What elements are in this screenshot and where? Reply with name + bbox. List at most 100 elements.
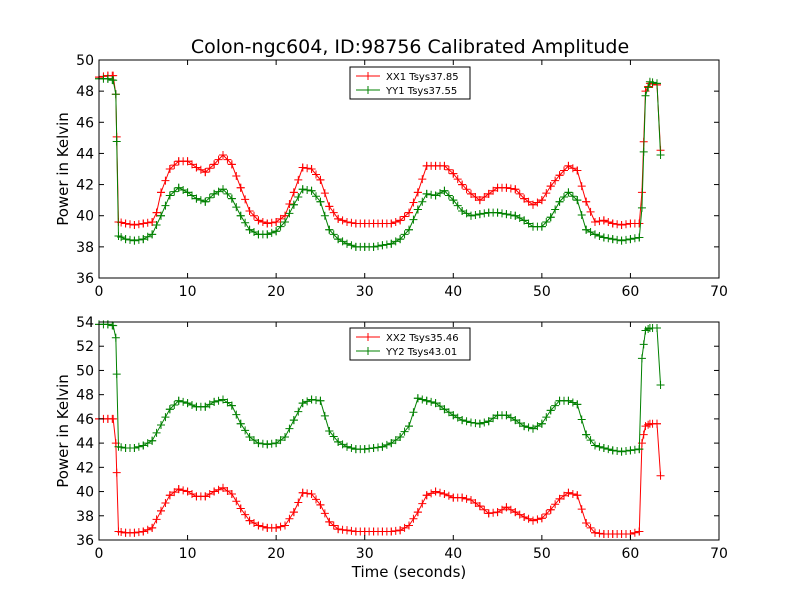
data-point-marker bbox=[347, 526, 356, 535]
data-point-marker bbox=[285, 424, 294, 433]
data-point-marker bbox=[427, 489, 436, 498]
data-point-marker bbox=[595, 442, 604, 451]
data-point-marker bbox=[338, 525, 347, 534]
y-tick-label: 46 bbox=[76, 115, 94, 131]
data-point-marker bbox=[637, 203, 646, 212]
data-point-marker bbox=[188, 160, 196, 169]
y-tick-label: 40 bbox=[76, 209, 94, 225]
data-point-marker bbox=[338, 216, 347, 225]
data-point-marker bbox=[188, 191, 196, 200]
y-tick-label: 38 bbox=[76, 509, 94, 525]
data-point-marker bbox=[396, 235, 405, 244]
data-point-marker bbox=[591, 441, 599, 450]
data-point-marker bbox=[329, 230, 338, 239]
data-point-marker bbox=[480, 418, 489, 427]
data-point-marker bbox=[307, 165, 316, 173]
data-point-marker bbox=[400, 523, 409, 532]
data-point-marker bbox=[458, 180, 467, 189]
data-point-marker bbox=[645, 77, 654, 86]
data-point-marker bbox=[369, 242, 378, 251]
data-point-marker bbox=[582, 197, 591, 206]
data-point-marker bbox=[303, 397, 312, 406]
data-point-marker bbox=[143, 218, 152, 227]
data-point-marker bbox=[396, 526, 405, 535]
axes-frame bbox=[98, 321, 720, 541]
data-point-marker bbox=[653, 419, 661, 428]
data-point-marker bbox=[635, 527, 644, 536]
data-point-marker bbox=[351, 219, 360, 228]
data-point-marker bbox=[431, 487, 440, 496]
data-point-marker bbox=[334, 437, 343, 446]
data-point-marker bbox=[396, 216, 405, 225]
data-point-marker bbox=[387, 527, 396, 536]
data-point-marker bbox=[626, 219, 635, 228]
data-point-marker bbox=[440, 161, 449, 170]
data-point-marker bbox=[449, 169, 458, 178]
data-point-marker bbox=[250, 211, 258, 220]
data-point-marker bbox=[179, 397, 188, 406]
data-point-marker bbox=[250, 228, 258, 237]
data-point-marker bbox=[307, 186, 316, 195]
x-tick-label: 50 bbox=[533, 546, 551, 562]
data-point-marker bbox=[139, 219, 148, 228]
data-point-marker bbox=[254, 439, 263, 448]
data-point-marker bbox=[263, 523, 272, 532]
x-tick-label: 30 bbox=[356, 546, 374, 562]
data-point-marker bbox=[645, 419, 654, 428]
data-point-marker bbox=[462, 494, 471, 503]
data-point-marker bbox=[174, 485, 183, 494]
data-point-marker bbox=[325, 202, 334, 211]
data-point-marker bbox=[232, 497, 241, 506]
data-point-marker bbox=[498, 209, 506, 218]
data-point-marker bbox=[595, 529, 604, 538]
data-point-marker bbox=[205, 400, 214, 409]
data-point-marker bbox=[520, 512, 529, 521]
data-point-marker bbox=[143, 232, 152, 241]
data-point-marker bbox=[219, 483, 227, 492]
data-point-marker bbox=[524, 219, 533, 228]
data-point-marker bbox=[471, 210, 480, 219]
data-point-marker bbox=[114, 442, 123, 451]
data-point-marker bbox=[475, 419, 484, 428]
data-point-marker bbox=[515, 419, 524, 428]
data-point-marker bbox=[418, 175, 427, 184]
data-point-marker bbox=[152, 208, 161, 217]
data-point-marker bbox=[405, 521, 413, 530]
data-point-marker bbox=[329, 208, 338, 217]
data-point-marker bbox=[653, 79, 661, 88]
legend-box bbox=[349, 66, 471, 100]
data-point-marker bbox=[453, 413, 462, 422]
data-point-marker bbox=[174, 183, 183, 192]
data-point-marker bbox=[312, 170, 320, 179]
data-point-marker bbox=[413, 205, 422, 214]
data-point-marker bbox=[170, 187, 179, 196]
data-point-marker bbox=[148, 523, 157, 532]
data-point-marker bbox=[436, 402, 444, 411]
data-point-marker bbox=[347, 241, 356, 250]
data-point-marker bbox=[351, 445, 360, 454]
data-point-marker bbox=[564, 188, 573, 197]
data-point-marker bbox=[546, 505, 555, 514]
data-point-marker bbox=[294, 498, 303, 507]
data-point-marker bbox=[537, 196, 546, 205]
data-point-marker bbox=[360, 527, 369, 536]
data-point-marker bbox=[157, 188, 165, 197]
y-tick-label: 36 bbox=[76, 533, 94, 549]
data-point-marker bbox=[312, 192, 320, 201]
data-point-marker bbox=[568, 489, 577, 498]
data-point-marker bbox=[307, 489, 316, 498]
series-2 bbox=[95, 320, 665, 456]
data-point-marker bbox=[214, 155, 223, 164]
data-point-marker bbox=[568, 192, 577, 201]
data-point-marker bbox=[258, 522, 267, 531]
x-tick-label: 20 bbox=[267, 284, 285, 300]
data-point-marker bbox=[219, 185, 227, 194]
data-point-marker bbox=[458, 416, 467, 425]
data-point-marker bbox=[258, 439, 267, 448]
data-point-marker bbox=[577, 415, 586, 424]
data-point-marker bbox=[387, 219, 396, 228]
data-point-marker bbox=[458, 207, 467, 216]
data-point-marker bbox=[453, 175, 462, 184]
data-point-marker bbox=[161, 413, 170, 422]
